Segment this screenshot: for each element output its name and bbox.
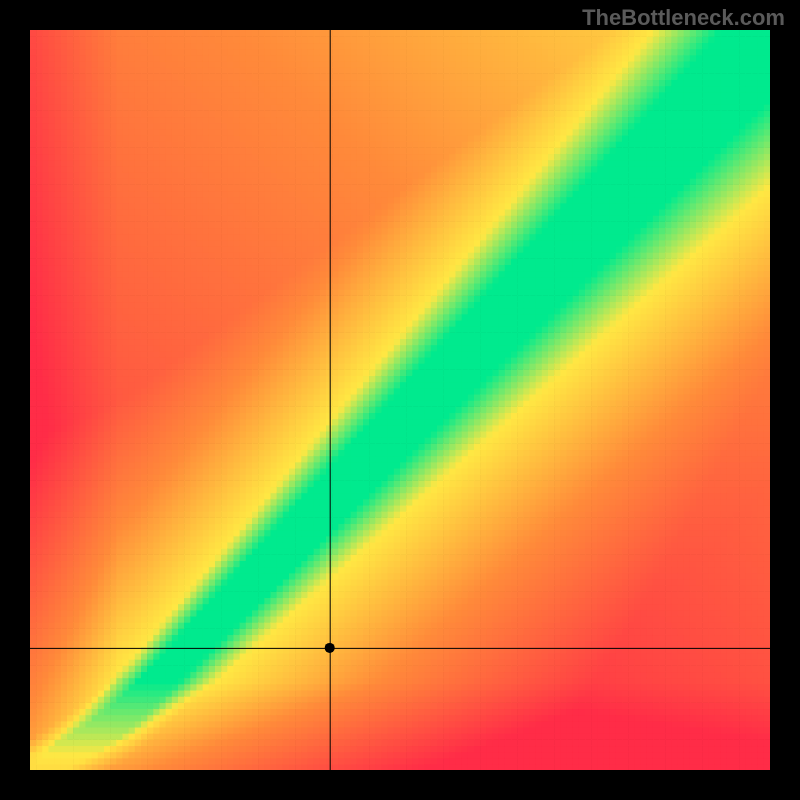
watermark-text: TheBottleneck.com — [582, 5, 785, 31]
chart-container: TheBottleneck.com — [0, 0, 800, 800]
bottleneck-heatmap — [30, 30, 770, 770]
